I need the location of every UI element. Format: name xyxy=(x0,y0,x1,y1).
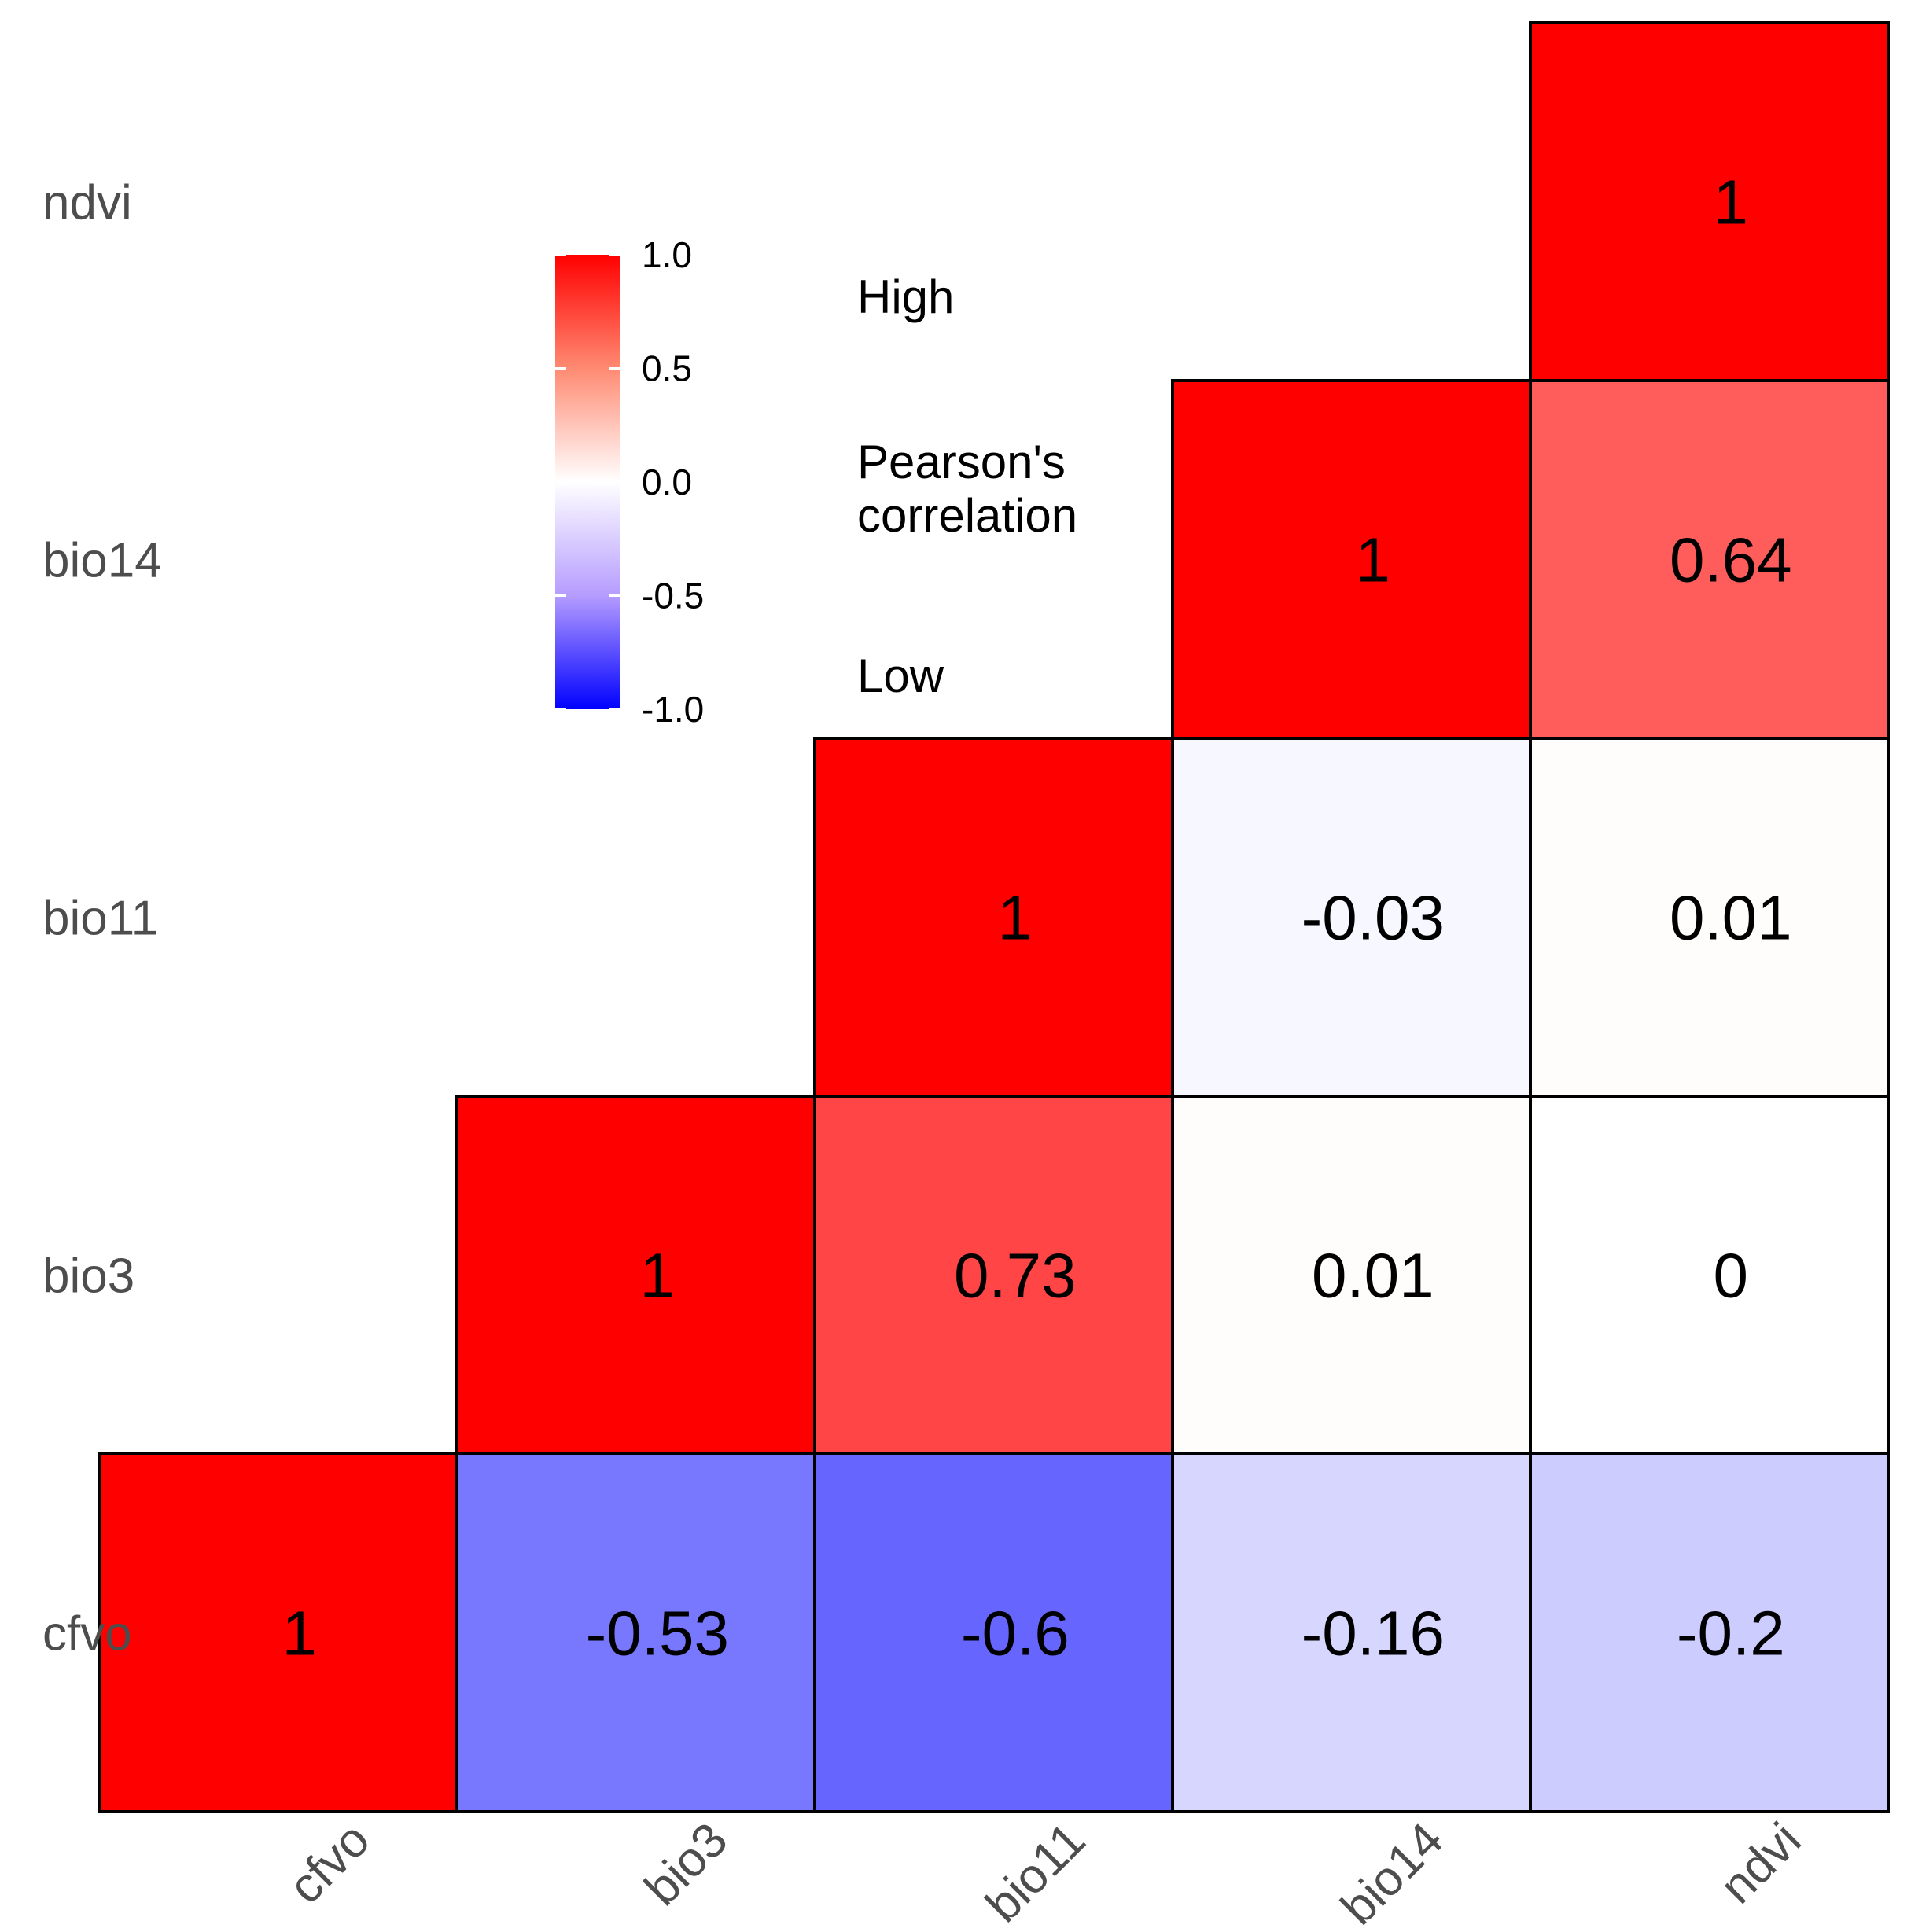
heatmap-cell-bio11-bio11 xyxy=(813,737,1174,1098)
y-tick-label-cfvo: cfvo xyxy=(42,1607,132,1662)
cell-label-cfvo-bio11: -0.6 xyxy=(961,1599,1070,1669)
heatmap-cell-cfvo-cfvo xyxy=(98,1452,458,1813)
legend-tick-label-1: 0.5 xyxy=(642,348,692,389)
heatmap-cell-bio14-ndvi xyxy=(1529,379,1890,740)
y-tick-label-bio11: bio11 xyxy=(42,892,158,946)
heatmap-cell-cfvo-bio3 xyxy=(455,1452,816,1813)
legend-ticks: 1.0 0.5 0.0 -0.5 -1.0 xyxy=(555,234,704,730)
cell-label-bio3-ndvi: 0 xyxy=(1714,1241,1749,1311)
x-tick-label-cfvo: cfvo xyxy=(278,1812,380,1914)
y-tick-label-ndvi: ndvi xyxy=(42,176,132,230)
y-tick-label-bio14: bio14 xyxy=(42,534,162,588)
heatmap-cell-bio3-bio14 xyxy=(1171,1095,1532,1455)
heatmap-cell-cfvo-bio11 xyxy=(813,1452,1174,1813)
heatmap-cell-bio3-bio3 xyxy=(455,1095,816,1455)
cell-label-bio11-bio11: 1 xyxy=(998,883,1033,953)
color-legend: 1.0 0.5 0.0 -0.5 -1.0 High Pearson's correla… xyxy=(555,234,1077,730)
cell-label-cfvo-cfvo: 1 xyxy=(282,1599,318,1669)
cell-label-bio14-ndvi: 0.64 xyxy=(1670,525,1792,595)
heatmap-cell-bio11-ndvi xyxy=(1529,737,1890,1098)
legend-low-label: Low xyxy=(857,650,944,702)
legend-tick-label-3: -0.5 xyxy=(642,576,704,616)
cell-label-bio3-bio3: 1 xyxy=(640,1241,676,1311)
heatmap-cell-bio14-bio14 xyxy=(1171,379,1532,740)
heatmap-cell-ndvi-ndvi xyxy=(1529,21,1890,382)
x-tick-label-bio11: bio11 xyxy=(976,1812,1096,1932)
heatmap-cell-cfvo-ndvi xyxy=(1529,1452,1890,1813)
cell-label-cfvo-ndvi: -0.2 xyxy=(1677,1599,1785,1669)
legend-tick-label-4: -1.0 xyxy=(642,689,704,730)
legend-tick-label-2: 0.0 xyxy=(642,462,692,502)
y-axis-labels: cfvo bio3 bio11 bio14 ndvi xyxy=(42,176,162,1662)
legend-title-line-2: correlation xyxy=(857,489,1077,542)
cell-label-cfvo-bio3: -0.53 xyxy=(586,1599,729,1669)
cell-label-bio11-ndvi: 0.01 xyxy=(1670,883,1792,953)
x-axis-labels: cfvo bio3 bio11 bio14 ndvi xyxy=(278,1812,1811,1932)
legend-title-line-1: Pearson's xyxy=(857,436,1066,488)
legend-tick-label-0: 1.0 xyxy=(642,234,692,275)
heatmap-cell-bio3-bio11 xyxy=(813,1095,1174,1455)
cell-label-ndvi-ndvi: 1 xyxy=(1714,167,1749,237)
heatmap-cell-bio3-ndvi xyxy=(1529,1095,1890,1455)
cell-label-cfvo-bio14: -0.16 xyxy=(1302,1599,1445,1669)
x-tick-label-ndvi: ndvi xyxy=(1710,1812,1811,1914)
x-tick-label-bio3: bio3 xyxy=(635,1812,738,1916)
cell-label-bio14-bio14: 1 xyxy=(1356,525,1391,595)
cell-label-bio3-bio11: 0.73 xyxy=(954,1241,1077,1311)
x-tick-label-bio14: bio14 xyxy=(1331,1812,1453,1932)
cell-label-bio11-bio14: -0.03 xyxy=(1302,883,1445,953)
cell-label-bio3-bio14: 0.01 xyxy=(1312,1241,1434,1311)
heatmap-cells: 1 -0.53 -0.6 -0.16 -0.21 0.73 0.01 01 -0.03 0.011… xyxy=(98,21,1890,1813)
y-tick-label-bio3: bio3 xyxy=(42,1249,134,1304)
heatmap-cell-bio11-bio14 xyxy=(1171,737,1532,1098)
legend-high-label: High xyxy=(857,270,954,323)
